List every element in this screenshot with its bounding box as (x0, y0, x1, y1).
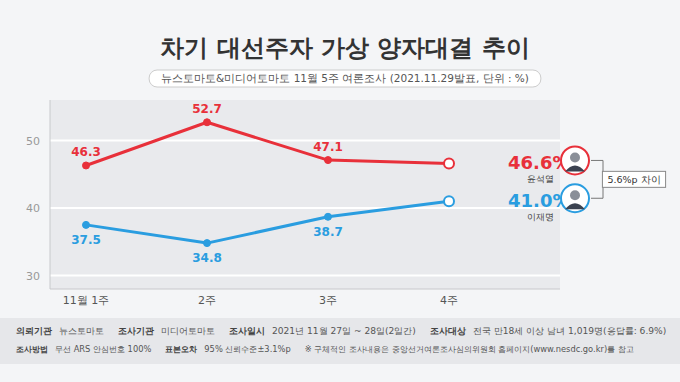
series-line (86, 201, 449, 243)
background (0, 0, 680, 382)
data-label: 34.8 (192, 251, 222, 265)
point-marker (83, 221, 90, 228)
data-label: 47.1 (313, 140, 343, 154)
x-tick-label: 11월 1주 (63, 294, 110, 307)
x-tick-label: 4주 (440, 294, 458, 307)
footer-label: 조사방법 (16, 344, 48, 354)
footer-text: 무선 ARS 안심번호 100% (55, 344, 151, 354)
title: 차기 대선주자 가상 양자대결 추이 (160, 34, 529, 62)
footer-label: 조사기관 (118, 326, 154, 336)
y-tick-label: 40 (26, 202, 40, 215)
y-tick-label: 30 (26, 270, 40, 283)
annotation-box (602, 171, 665, 187)
y-axis-line (50, 100, 51, 289)
portrait-head (570, 152, 580, 162)
portrait-head (570, 190, 580, 200)
point-marker (325, 157, 332, 164)
footer-text: ※ 구체적인 조사내용은 중앙선거여론조사심의위원회 홈페이지(www.nesd… (305, 344, 634, 354)
footer-label: 조사대상 (430, 326, 466, 336)
x-tick-label: 3주 (319, 294, 337, 307)
subtitle-box (149, 70, 541, 87)
footer-background (0, 318, 680, 364)
footer-label: 의뢰기관 (16, 326, 52, 336)
annotation: 5.6%p 차이 (607, 174, 660, 185)
footer-text: 미디어토마토 (161, 326, 215, 336)
footer-row: 조사방법 무선 ARS 안심번호 100% 표본오차 95% 신뢰수준±3.1%p ※ … (16, 344, 634, 354)
point-marker (444, 196, 454, 206)
footer-text: 뉴스토마토 (59, 326, 104, 336)
y-tick-label: 50 (26, 135, 40, 148)
point-marker (204, 119, 211, 126)
annotation-bracket (591, 160, 603, 198)
grid-line (50, 207, 560, 209)
series-name: 윤석열 (527, 174, 554, 184)
x-tick-label: 2주 (198, 294, 216, 307)
data-label: 37.5 (71, 233, 101, 247)
portrait-body (565, 165, 585, 171)
grid-line (50, 140, 560, 142)
point-marker (204, 240, 211, 247)
footer-text: 2021년 11월 27일 ~ 28일(2일간) (272, 326, 416, 336)
portrait (561, 184, 589, 212)
footer-text: 95% 신뢰수준±3.1%p (204, 344, 290, 354)
series-name: 이재명 (527, 212, 554, 222)
point-marker (325, 213, 332, 220)
x-axis-line (50, 289, 560, 290)
series-line (86, 122, 449, 165)
grid-line (50, 275, 560, 277)
data-label: 38.7 (313, 225, 343, 239)
portrait-body (565, 203, 585, 209)
point-marker (444, 158, 454, 168)
footer-label: 표본오차 (165, 344, 197, 354)
subtitle: 뉴스토마토&미디어토마토 11월 5주 여론조사 (2021.11.29발표, … (161, 72, 529, 84)
point-marker (83, 162, 90, 169)
plot-background (50, 100, 560, 289)
marks (83, 119, 455, 247)
footer-text: 전국 만18세 이상 남녀 1,019명(응답률: 6.9%) (473, 326, 666, 336)
portrait (561, 146, 589, 174)
data-label: 46.3 (71, 145, 101, 159)
data-label: 52.7 (192, 102, 222, 116)
footer-label: 조사일시 (229, 326, 265, 336)
portrait-frame (561, 146, 589, 174)
chart-root: 차기 대선주자 가상 양자대결 추이뉴스토마토&미디어토마토 11월 5주 여론… (0, 0, 680, 382)
footer-row: 의뢰기관 뉴스토마토 조사기관 미디어토마토 조사일시 2021년 11월 27일 ~ 2… (16, 326, 666, 336)
portrait-frame (561, 184, 589, 212)
